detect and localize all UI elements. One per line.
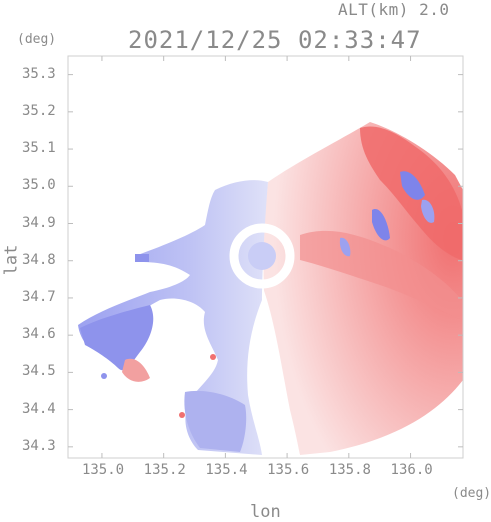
y-tick-label: 35.0 bbox=[22, 177, 56, 194]
isolated-echo bbox=[179, 412, 185, 418]
embedded-approaching-streak-2 bbox=[372, 209, 390, 241]
approaching-echo-region bbox=[78, 180, 268, 455]
y-axis-unit: (deg) bbox=[17, 32, 57, 47]
strong-approaching-cells-2 bbox=[122, 358, 150, 382]
y-tick-label: 34.4 bbox=[22, 400, 56, 417]
x-tick-label: 135.0 bbox=[81, 462, 125, 478]
receding-band bbox=[300, 230, 462, 320]
embedded-approaching-streak-3 bbox=[421, 199, 435, 223]
x-tick-label: 135.8 bbox=[328, 462, 371, 478]
isolated-echo-4 bbox=[135, 254, 149, 262]
radar-site-ring bbox=[229, 223, 295, 289]
embedded-approaching-streak bbox=[400, 171, 425, 200]
x-tick-label: 135.6 bbox=[267, 462, 310, 478]
isolated-echo-3 bbox=[101, 373, 107, 379]
echo-field bbox=[78, 122, 463, 455]
x-tick-label: 135.2 bbox=[143, 462, 186, 478]
y-tick-label: 34.9 bbox=[22, 214, 56, 231]
y-tick-label: 35.2 bbox=[22, 102, 56, 119]
y-tick-label: 34.7 bbox=[22, 288, 56, 305]
x-tick-label: 135.4 bbox=[205, 462, 248, 478]
isolated-echo-2 bbox=[210, 354, 216, 360]
y-tick-label: 34.3 bbox=[22, 437, 56, 454]
y-tick-marks bbox=[68, 74, 463, 448]
x-axis-title: lon bbox=[250, 502, 281, 522]
x-axis-unit: (deg) bbox=[452, 486, 491, 501]
plot-frame bbox=[67, 55, 464, 459]
radar-site-inner bbox=[248, 242, 276, 270]
y-tick-label: 35.1 bbox=[22, 140, 56, 157]
y-tick-label: 34.6 bbox=[22, 326, 56, 343]
x-tick-label: 136.0 bbox=[390, 462, 433, 478]
altitude-label: ALT(km) 2.0 bbox=[338, 0, 450, 19]
timestamp-label: 2021/12/25 02:33:47 bbox=[128, 26, 422, 54]
strong-approaching-cells bbox=[80, 305, 154, 371]
neutral-region bbox=[250, 285, 300, 455]
southern-approaching-band bbox=[184, 390, 247, 452]
y-tick-label: 34.5 bbox=[22, 363, 56, 380]
y-tick-label: 34.8 bbox=[22, 251, 56, 268]
embedded-approaching-streak-4 bbox=[339, 237, 351, 257]
x-tick-marks bbox=[101, 56, 412, 458]
y-tick-label: 35.3 bbox=[22, 65, 56, 82]
